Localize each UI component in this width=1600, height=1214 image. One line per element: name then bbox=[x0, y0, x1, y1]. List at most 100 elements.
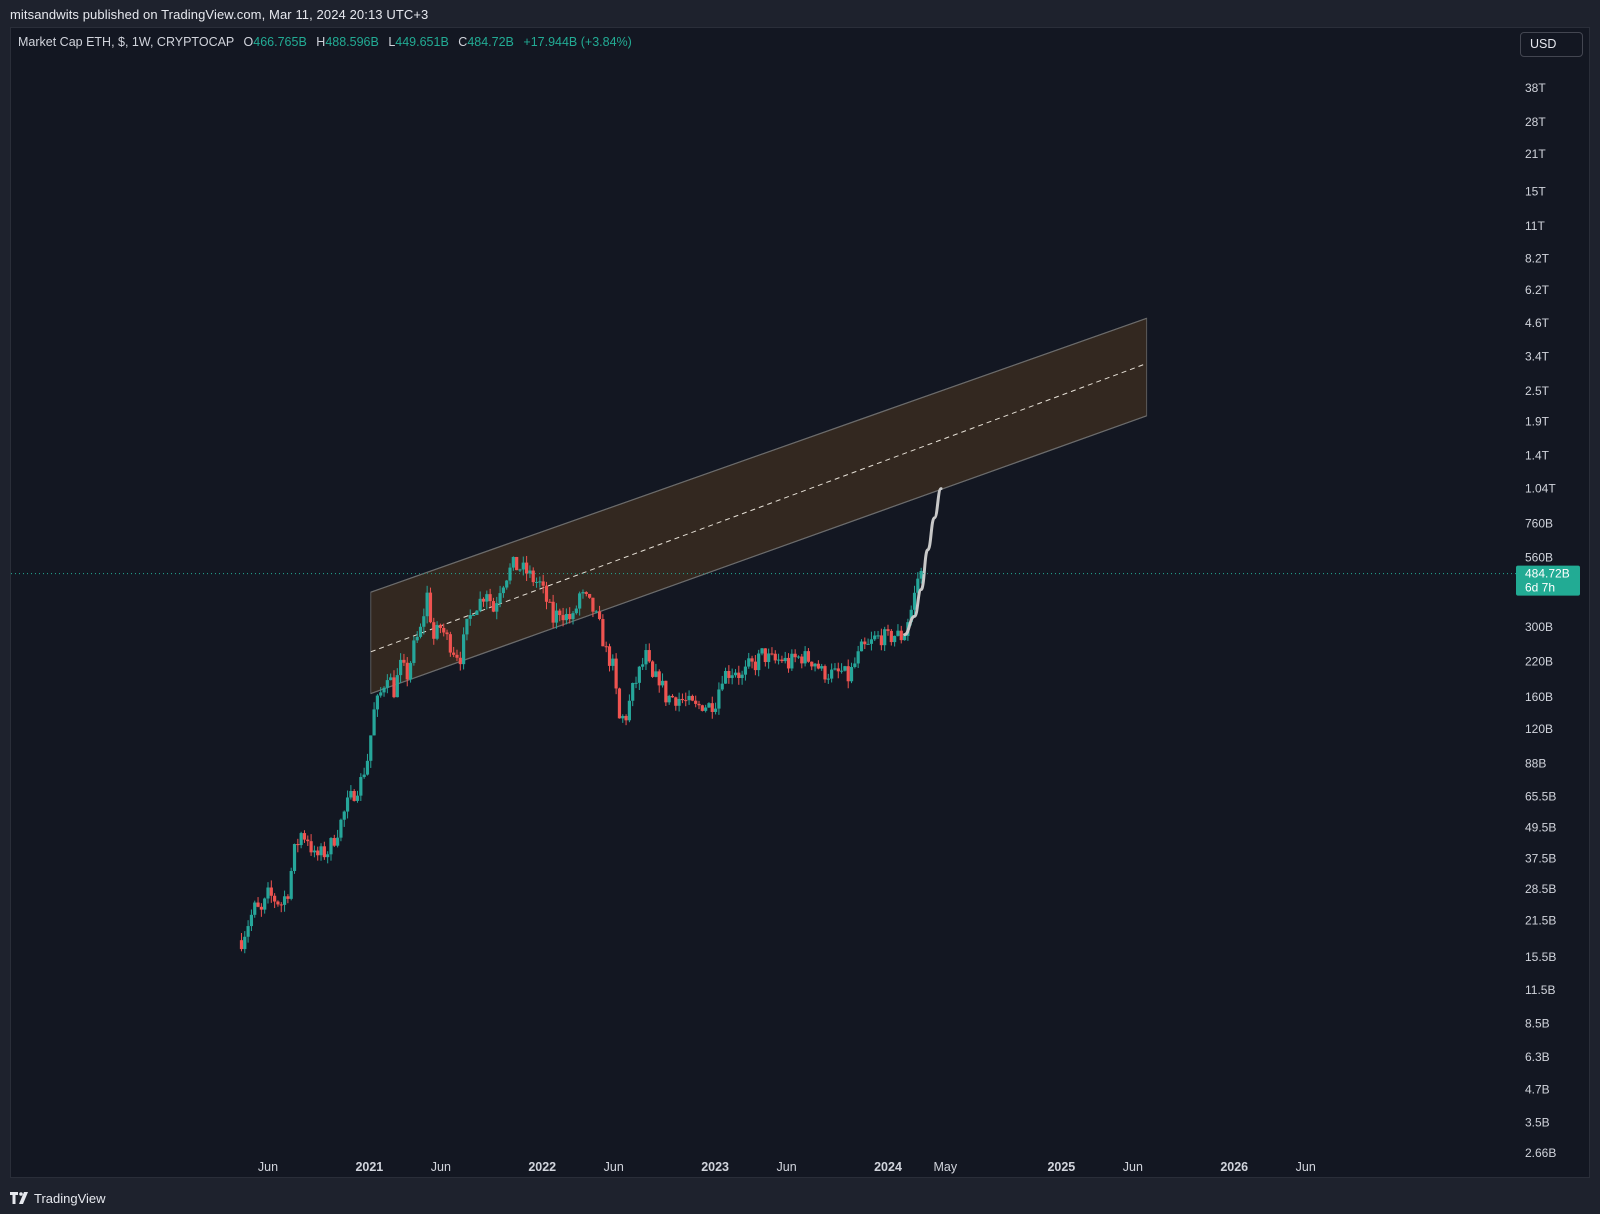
candle-body bbox=[266, 887, 270, 899]
candle bbox=[501, 585, 505, 598]
candle bbox=[302, 830, 307, 843]
candle-body bbox=[531, 570, 535, 583]
candle-body bbox=[558, 610, 562, 616]
candle bbox=[740, 670, 744, 685]
candle-body bbox=[893, 635, 897, 643]
candle bbox=[412, 636, 416, 666]
candle-body bbox=[657, 671, 661, 686]
candle bbox=[395, 668, 399, 698]
candle bbox=[816, 660, 820, 670]
legend-close-value: 484.72B bbox=[467, 35, 514, 49]
candle bbox=[800, 653, 804, 669]
candle-body bbox=[757, 653, 761, 671]
chart-panel[interactable] bbox=[10, 27, 1590, 1178]
candle bbox=[458, 651, 462, 671]
candle bbox=[767, 648, 771, 669]
candle-body bbox=[292, 844, 297, 871]
candle bbox=[551, 594, 555, 629]
candle bbox=[770, 647, 774, 656]
regression-channel[interactable] bbox=[370, 317, 1148, 695]
price-axis-label: 160B bbox=[1525, 690, 1553, 704]
candle bbox=[826, 673, 830, 684]
candle bbox=[631, 682, 635, 707]
candle-body bbox=[326, 854, 330, 858]
candle bbox=[627, 694, 631, 723]
candle-body bbox=[919, 570, 923, 579]
price-axis-label: 8.5B bbox=[1525, 1017, 1550, 1031]
legend-open-value: 466.765B bbox=[253, 35, 307, 49]
candle bbox=[438, 623, 443, 634]
candle bbox=[786, 653, 791, 673]
price-axis-label: 220B bbox=[1525, 655, 1553, 669]
candle bbox=[883, 626, 887, 651]
candle-body bbox=[856, 651, 860, 664]
last-price-tag-bg bbox=[1516, 565, 1580, 596]
candle-body bbox=[319, 846, 323, 856]
candle bbox=[684, 692, 688, 707]
candle bbox=[279, 902, 283, 913]
candle bbox=[793, 649, 797, 663]
candle bbox=[349, 785, 353, 800]
time-axis-label: Jun bbox=[777, 1160, 797, 1174]
tradingview-logo[interactable]: TradingView bbox=[10, 1190, 106, 1206]
candle-body bbox=[355, 795, 360, 801]
candle bbox=[704, 704, 708, 713]
candle-body bbox=[704, 707, 708, 711]
candle-body bbox=[677, 698, 681, 706]
candle bbox=[856, 645, 860, 669]
candle bbox=[319, 843, 323, 861]
candle bbox=[581, 589, 585, 599]
candle bbox=[697, 700, 701, 710]
channel-band[interactable] bbox=[370, 317, 1148, 695]
candle bbox=[776, 653, 781, 665]
price-axis-label: 6.3B bbox=[1525, 1050, 1550, 1064]
candle-body bbox=[650, 661, 655, 677]
candle-body bbox=[336, 837, 340, 846]
candle-body bbox=[375, 695, 380, 710]
candle bbox=[604, 641, 608, 653]
projection-path[interactable] bbox=[903, 487, 943, 637]
price-axis-label: 37.5B bbox=[1525, 851, 1556, 865]
candle-body bbox=[541, 581, 545, 586]
time-axis-label: May bbox=[933, 1160, 957, 1174]
candle bbox=[478, 591, 482, 613]
candle-body bbox=[269, 887, 273, 896]
candle bbox=[359, 773, 363, 802]
candle-body bbox=[544, 585, 549, 602]
candle-body bbox=[684, 700, 688, 702]
candle-body bbox=[591, 597, 595, 612]
currency-button[interactable]: USD bbox=[1520, 32, 1583, 57]
candle bbox=[243, 931, 247, 954]
candle bbox=[239, 933, 244, 952]
price-axis[interactable]: 52T38T28T21T15T11T8.2T6.2T4.6T3.4T2.5T1.… bbox=[1525, 46, 1556, 1160]
candle bbox=[246, 920, 250, 943]
candle bbox=[873, 631, 877, 642]
candle bbox=[322, 841, 326, 860]
candle bbox=[680, 693, 685, 704]
channel-upper-line[interactable] bbox=[370, 317, 1147, 593]
candle-body bbox=[448, 634, 452, 653]
candle bbox=[660, 673, 665, 688]
candle bbox=[365, 753, 370, 776]
channel-lower-line[interactable] bbox=[370, 415, 1147, 695]
legend-high-label: H bbox=[316, 35, 326, 49]
time-axis-label: Jun bbox=[1123, 1160, 1143, 1174]
candle-body bbox=[538, 581, 542, 583]
price-chart[interactable]: 52T38T28T21T15T11T8.2T6.2T4.6T3.4T2.5T1.… bbox=[0, 0, 1600, 1180]
time-axis[interactable]: Jun 2021 Jun 2022 Jun 2023 Jun 2024 May 2025 Jun 20… bbox=[258, 1160, 1316, 1174]
candle-body bbox=[786, 657, 791, 669]
candle bbox=[723, 667, 728, 684]
candle-body bbox=[528, 570, 532, 574]
candle-body bbox=[810, 661, 814, 667]
candle-body bbox=[316, 850, 320, 856]
projection-curve[interactable] bbox=[903, 487, 943, 637]
candle bbox=[415, 631, 419, 644]
candle-body bbox=[478, 598, 482, 611]
candle bbox=[753, 655, 757, 676]
candle bbox=[336, 829, 340, 848]
candle bbox=[849, 662, 854, 684]
candle bbox=[694, 695, 698, 708]
candle bbox=[379, 687, 383, 698]
candle-body bbox=[803, 651, 807, 664]
candle bbox=[574, 605, 578, 615]
